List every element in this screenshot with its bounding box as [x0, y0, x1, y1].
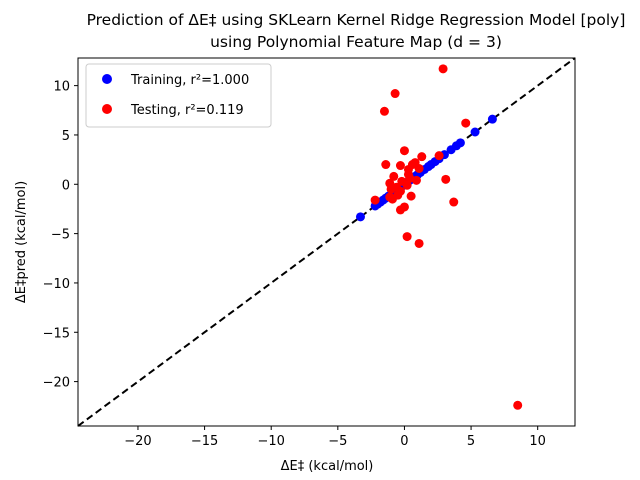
y-axis-label-group: ΔE‡pred (kcal/mol) [14, 181, 29, 303]
y-tick-label: −15 [43, 326, 70, 341]
x-tick-label: 5 [467, 434, 475, 449]
testing-point [381, 160, 391, 170]
testing-point [370, 195, 380, 205]
y-axis-label: ΔE‡pred (kcal/mol) [14, 181, 29, 303]
testing-point [402, 232, 412, 242]
testing-point [449, 197, 459, 207]
x-tick-label: −5 [328, 434, 347, 449]
testing-point [461, 118, 471, 128]
chart-title-line2: using Polynomial Feature Map (d = 3) [210, 33, 502, 51]
testing-point [379, 106, 389, 116]
x-axis-label: ΔE‡ (kcal/mol) [281, 459, 374, 474]
x-tick-label: −15 [191, 434, 218, 449]
legend-marker-training [102, 74, 112, 84]
plot-frame [77, 57, 576, 427]
plot-area-content [77, 57, 576, 427]
testing-point [395, 186, 405, 196]
testing-point [389, 171, 399, 181]
testing-point [406, 191, 416, 201]
testing-point [405, 173, 415, 183]
testing-point [438, 64, 448, 74]
testing-point [395, 205, 405, 215]
y-tick-label: 10 [53, 80, 70, 95]
identity-reference-line [77, 57, 576, 427]
y-tick-label: −20 [43, 376, 70, 391]
training-point [355, 212, 365, 222]
testing-point [434, 151, 444, 161]
testing-point [513, 400, 523, 410]
testing-point [390, 89, 400, 99]
legend-marker-testing [102, 104, 112, 114]
x-tick-label: −20 [124, 434, 151, 449]
training-point [455, 138, 465, 148]
y-tick-label: −10 [43, 277, 70, 292]
testing-point [402, 180, 412, 190]
y-tick-label: 0 [62, 178, 70, 193]
x-tick-label: 0 [400, 434, 408, 449]
testing-point [385, 178, 395, 188]
data-points [355, 64, 523, 410]
y-axis-ticks: −20 −15 −10 −5 0 5 10 [43, 80, 78, 391]
x-axis-ticks: −20 −15 −10 −5 0 5 10 [124, 426, 546, 449]
training-point [487, 114, 497, 124]
y-tick-label: 5 [62, 129, 70, 144]
legend: Training, r²=1.000 Testing, r²=0.119 [85, 63, 272, 128]
testing-point [395, 161, 405, 171]
testing-point [399, 146, 409, 156]
legend-box [85, 63, 272, 128]
testing-point [414, 238, 424, 248]
x-tick-label: 10 [529, 434, 546, 449]
testing-point [417, 152, 427, 162]
legend-label-testing: Testing, r²=0.119 [130, 103, 244, 118]
testing-point [414, 163, 424, 173]
training-point [470, 127, 480, 137]
legend-label-training: Training, r²=1.000 [130, 73, 249, 88]
testing-point [441, 174, 451, 184]
y-tick-label: −5 [51, 228, 70, 243]
x-tick-label: −10 [257, 434, 284, 449]
chart-title-line1: Prediction of ΔE‡ using SKLearn Kernel R… [87, 11, 626, 29]
